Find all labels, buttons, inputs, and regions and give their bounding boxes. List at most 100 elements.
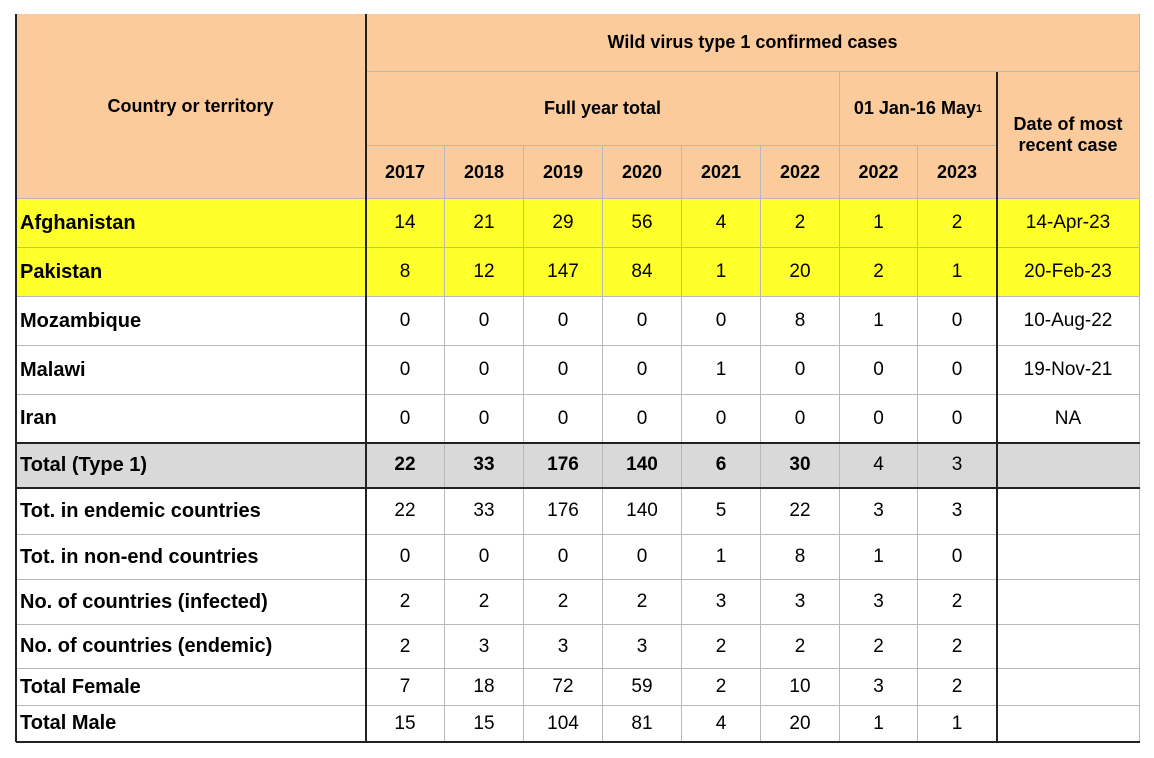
cell-value: 0 <box>445 535 524 580</box>
cell-value: 81 <box>603 706 682 742</box>
rule <box>996 72 998 742</box>
cell-value: 176 <box>524 488 603 535</box>
cell-value: 1 <box>918 248 997 297</box>
year-header: 2017 <box>366 146 445 199</box>
cell-value: 2 <box>445 580 524 625</box>
cell-value: 2 <box>840 625 918 669</box>
cell-value: 0 <box>603 535 682 580</box>
cell-value: 1 <box>682 248 761 297</box>
cell-value: 29 <box>524 199 603 248</box>
cell-value: 4 <box>840 443 918 488</box>
rule <box>15 14 17 742</box>
cell-value: 0 <box>840 395 918 443</box>
year-header: 2022 <box>761 146 840 199</box>
cell-value: 104 <box>524 706 603 742</box>
cell-value: 2 <box>366 580 445 625</box>
cell-value: 30 <box>761 443 840 488</box>
cell-value: 0 <box>840 346 918 395</box>
row-name: Mozambique <box>16 297 366 346</box>
cell-value: 0 <box>366 535 445 580</box>
header-partial-text: 01 Jan-16 May <box>853 98 976 118</box>
cell-value: 176 <box>524 443 603 488</box>
cell-value: 0 <box>918 535 997 580</box>
cell-value: 0 <box>445 297 524 346</box>
cell-value: 3 <box>761 580 840 625</box>
cell-value: 140 <box>603 488 682 535</box>
row-name: Total Female <box>16 669 366 706</box>
cell-value: 72 <box>524 669 603 706</box>
cell-value: 7 <box>366 669 445 706</box>
row-name: No. of countries (infected) <box>16 580 366 625</box>
year-header: 2018 <box>445 146 524 199</box>
cell-value: 2 <box>840 248 918 297</box>
cell-value: 140 <box>603 443 682 488</box>
cell-value: 0 <box>524 395 603 443</box>
cell-value: 147 <box>524 248 603 297</box>
cell-value: 84 <box>603 248 682 297</box>
row-name: Malawi <box>16 346 366 395</box>
cell-value: 0 <box>918 395 997 443</box>
cell-date: NA <box>997 395 1140 443</box>
year-header: 2022 <box>840 146 918 199</box>
header-date: Date of most recent case <box>997 72 1140 199</box>
cell-value: 2 <box>918 625 997 669</box>
cell-value: 0 <box>366 346 445 395</box>
year-header: 2023 <box>918 146 997 199</box>
cell-value: 1 <box>918 706 997 742</box>
cell-value: 0 <box>524 297 603 346</box>
cell-value: 0 <box>445 395 524 443</box>
cell-value: 0 <box>445 346 524 395</box>
cell-value: 12 <box>445 248 524 297</box>
cell-value: 3 <box>524 625 603 669</box>
year-header: 2021 <box>682 146 761 199</box>
cell-value: 0 <box>682 395 761 443</box>
cell-value: 0 <box>682 297 761 346</box>
cell-value: 22 <box>366 443 445 488</box>
cell-value: 4 <box>682 706 761 742</box>
header-full-year: Full year total <box>366 72 840 146</box>
cell-value: 56 <box>603 199 682 248</box>
cell-value: 0 <box>524 535 603 580</box>
header-title: Wild virus type 1 confirmed cases <box>366 14 1140 72</box>
row-name: Pakistan <box>16 248 366 297</box>
cell-value: 15 <box>366 706 445 742</box>
cell-value: 2 <box>524 580 603 625</box>
cell-date: 20-Feb-23 <box>997 248 1140 297</box>
cell-value: 2 <box>918 199 997 248</box>
cell-date <box>997 669 1140 706</box>
cell-value: 8 <box>761 535 840 580</box>
cell-value: 20 <box>761 248 840 297</box>
cell-value: 0 <box>603 297 682 346</box>
cell-value: 0 <box>603 395 682 443</box>
cell-value: 0 <box>918 297 997 346</box>
cell-value: 21 <box>445 199 524 248</box>
cell-value: 3 <box>445 625 524 669</box>
cell-date <box>997 443 1140 488</box>
cell-value: 2 <box>918 580 997 625</box>
rule <box>16 442 1140 444</box>
year-header: 2019 <box>524 146 603 199</box>
cell-value: 0 <box>918 346 997 395</box>
cell-value: 2 <box>761 199 840 248</box>
cell-value: 3 <box>840 669 918 706</box>
rule <box>16 487 1140 489</box>
cell-value: 1 <box>682 535 761 580</box>
cell-value: 2 <box>603 580 682 625</box>
cell-value: 2 <box>682 625 761 669</box>
cell-value: 4 <box>682 199 761 248</box>
cell-value: 15 <box>445 706 524 742</box>
cell-date: 14-Apr-23 <box>997 199 1140 248</box>
cell-value: 3 <box>918 443 997 488</box>
cell-date <box>997 488 1140 535</box>
cell-value: 6 <box>682 443 761 488</box>
cell-value: 5 <box>682 488 761 535</box>
row-name: Total Male <box>16 706 366 742</box>
row-name: Iran <box>16 395 366 443</box>
cell-date <box>997 580 1140 625</box>
cell-value: 0 <box>761 346 840 395</box>
cell-value: 1 <box>840 706 918 742</box>
cell-value: 0 <box>761 395 840 443</box>
row-name: Tot. in non-end countries <box>16 535 366 580</box>
cell-value: 33 <box>445 488 524 535</box>
cell-value: 18 <box>445 669 524 706</box>
